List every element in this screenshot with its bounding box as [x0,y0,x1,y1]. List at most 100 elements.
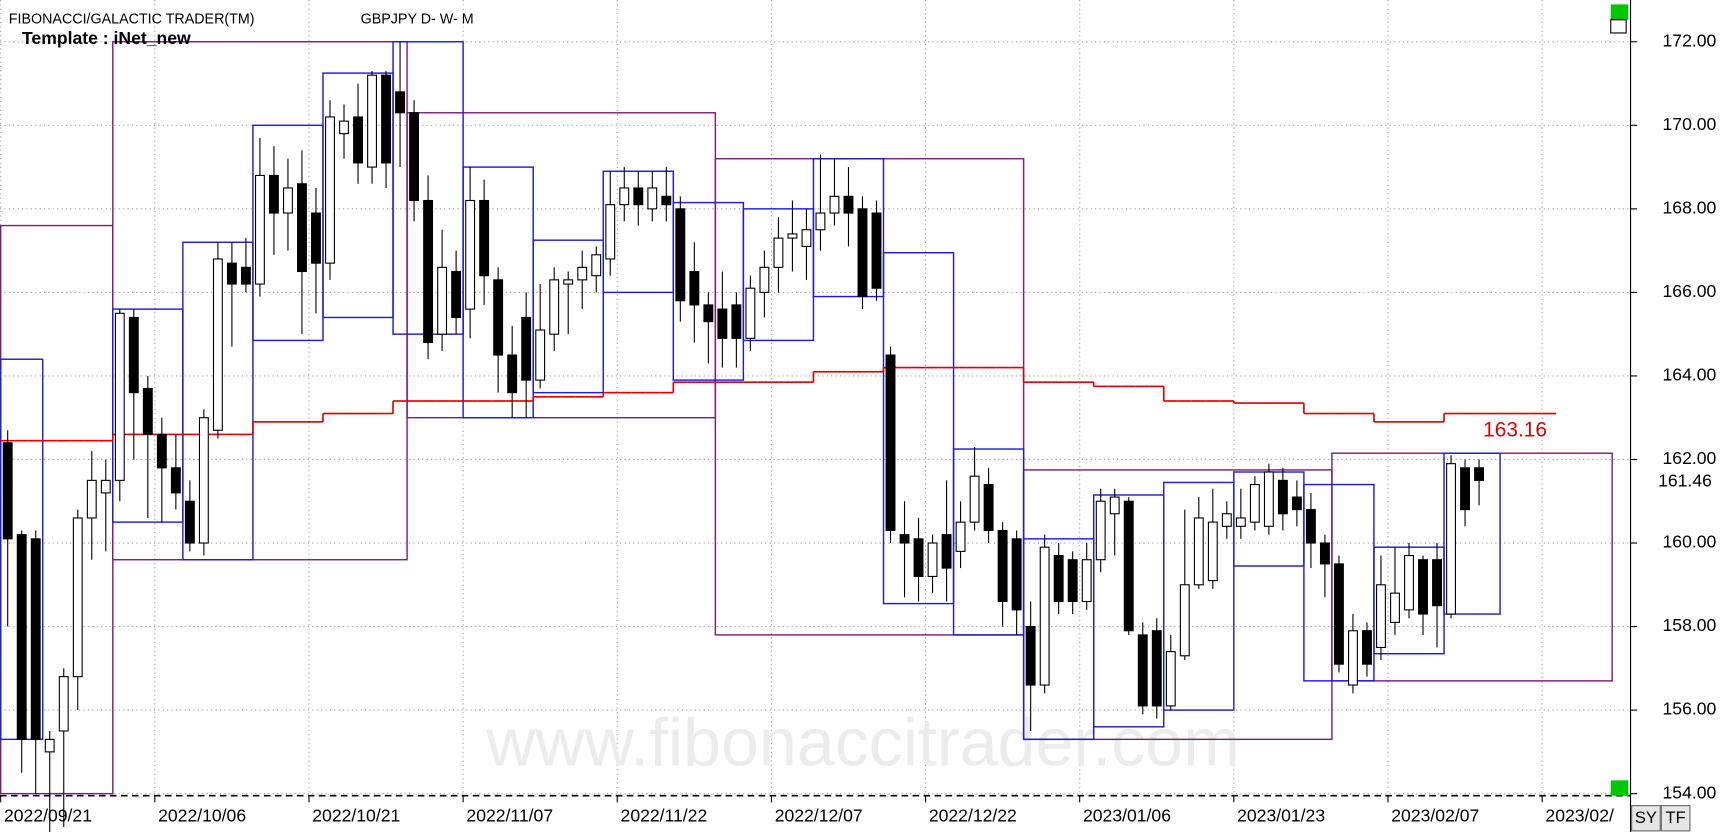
candle-body [1053,554,1064,603]
x-tick-label: 2023/02/ [1545,805,1614,825]
candle-body [1319,542,1330,565]
candle-body [913,538,924,577]
candle-body [72,517,83,678]
candle-body [1362,630,1372,665]
candle-body [1249,483,1260,523]
candle-body [787,233,798,239]
candle-body [1207,521,1218,582]
candle-body [1263,471,1274,527]
candle-body [983,483,994,532]
candle-body [535,329,546,381]
candle-body [493,279,504,356]
sy-button-label[interactable]: SY [1635,809,1657,827]
x-tick-label: 2022/11/22 [621,805,708,825]
candle-body [325,116,335,264]
candle-body [1109,496,1120,515]
template-label: Template : iNet_new [22,28,191,48]
candle-body [871,212,882,289]
y-tick-label: 172.00 [1663,30,1717,50]
candle-body [30,538,41,740]
candle-body [339,120,349,135]
candle-body [1333,563,1344,665]
symbol-label: GBPJPY D- W- M [361,12,474,28]
x-tick-label: 2022/12/22 [929,805,1017,825]
candle-body [1277,479,1288,515]
platform-title: FIBONACCI/GALACTIC TRADER(TM) [9,12,255,28]
candle-body [1390,592,1400,623]
candle-body [156,433,167,469]
x-tick-label: 2022/12/07 [775,805,863,825]
tf-button[interactable] [1660,805,1691,832]
candle-body [1025,626,1036,686]
candle-body [633,187,644,206]
candle-body [58,676,69,732]
candle-body [1474,467,1485,481]
candle-body [44,738,55,753]
corner-marker [1610,780,1629,796]
candle-body [1123,500,1134,632]
candle-body [114,312,125,481]
weekly-box [812,158,885,298]
x-tick-label: 2023/02/07 [1391,805,1479,825]
candle-body [1376,584,1386,648]
price-label: 161.46 [1658,471,1712,491]
weekly-box [532,239,604,394]
candle-body [689,270,700,306]
y-tick-label: 166.00 [1663,281,1717,301]
candle-body [955,521,966,552]
weekly-box [1163,481,1235,711]
candle-body [885,354,896,532]
candle-body [409,112,420,202]
y-tick-label: 170.00 [1663,114,1717,134]
y-tick-label: 162.00 [1663,448,1717,468]
candle-body [675,208,686,302]
sy-button[interactable] [1631,805,1661,832]
candle-body [1235,517,1246,527]
candle-body [703,304,714,323]
candle-body [311,212,321,264]
candle-body [226,262,237,285]
candle-body [1081,559,1092,603]
weekly-box [1443,452,1501,615]
candle-body [451,270,462,319]
candle-body [773,237,784,268]
candle-body [367,74,377,168]
candle-body [142,387,153,435]
candle-body [899,534,910,544]
x-tick-label: 2022/10/06 [158,805,246,825]
candle-body [563,279,574,285]
candle-body [198,417,209,544]
candle-body [1039,546,1050,686]
candle-body [647,187,658,210]
x-tick-label: 2023/01/23 [1237,805,1325,825]
candle-body [423,199,434,344]
candle-body [843,195,854,214]
candle-body [815,212,826,231]
candle-body [1193,517,1204,586]
candle-body [1432,559,1442,607]
y-tick-label: 164.00 [1663,365,1717,385]
candle-body [969,475,980,523]
candle-body [927,542,938,577]
window-button[interactable] [1610,19,1627,34]
candle-body [437,266,448,335]
candle-body [661,195,672,206]
candle-body [254,174,265,285]
candle-body [801,229,812,247]
tf-button-label[interactable]: TF [1666,809,1686,827]
candle-body [86,479,97,519]
candle-body [507,354,518,394]
candle-body [717,308,728,339]
price-label: 163.16 [1483,418,1547,441]
candle-body [1291,496,1302,511]
y-tick-label: 168.00 [1663,197,1717,217]
candle-body [128,316,139,394]
candle-body [521,316,532,381]
candle-body [1165,651,1176,707]
candle-body [465,199,476,310]
candle-body [941,534,952,569]
candle-body [479,199,490,277]
candle-body [353,116,363,164]
candle-body [549,279,560,335]
